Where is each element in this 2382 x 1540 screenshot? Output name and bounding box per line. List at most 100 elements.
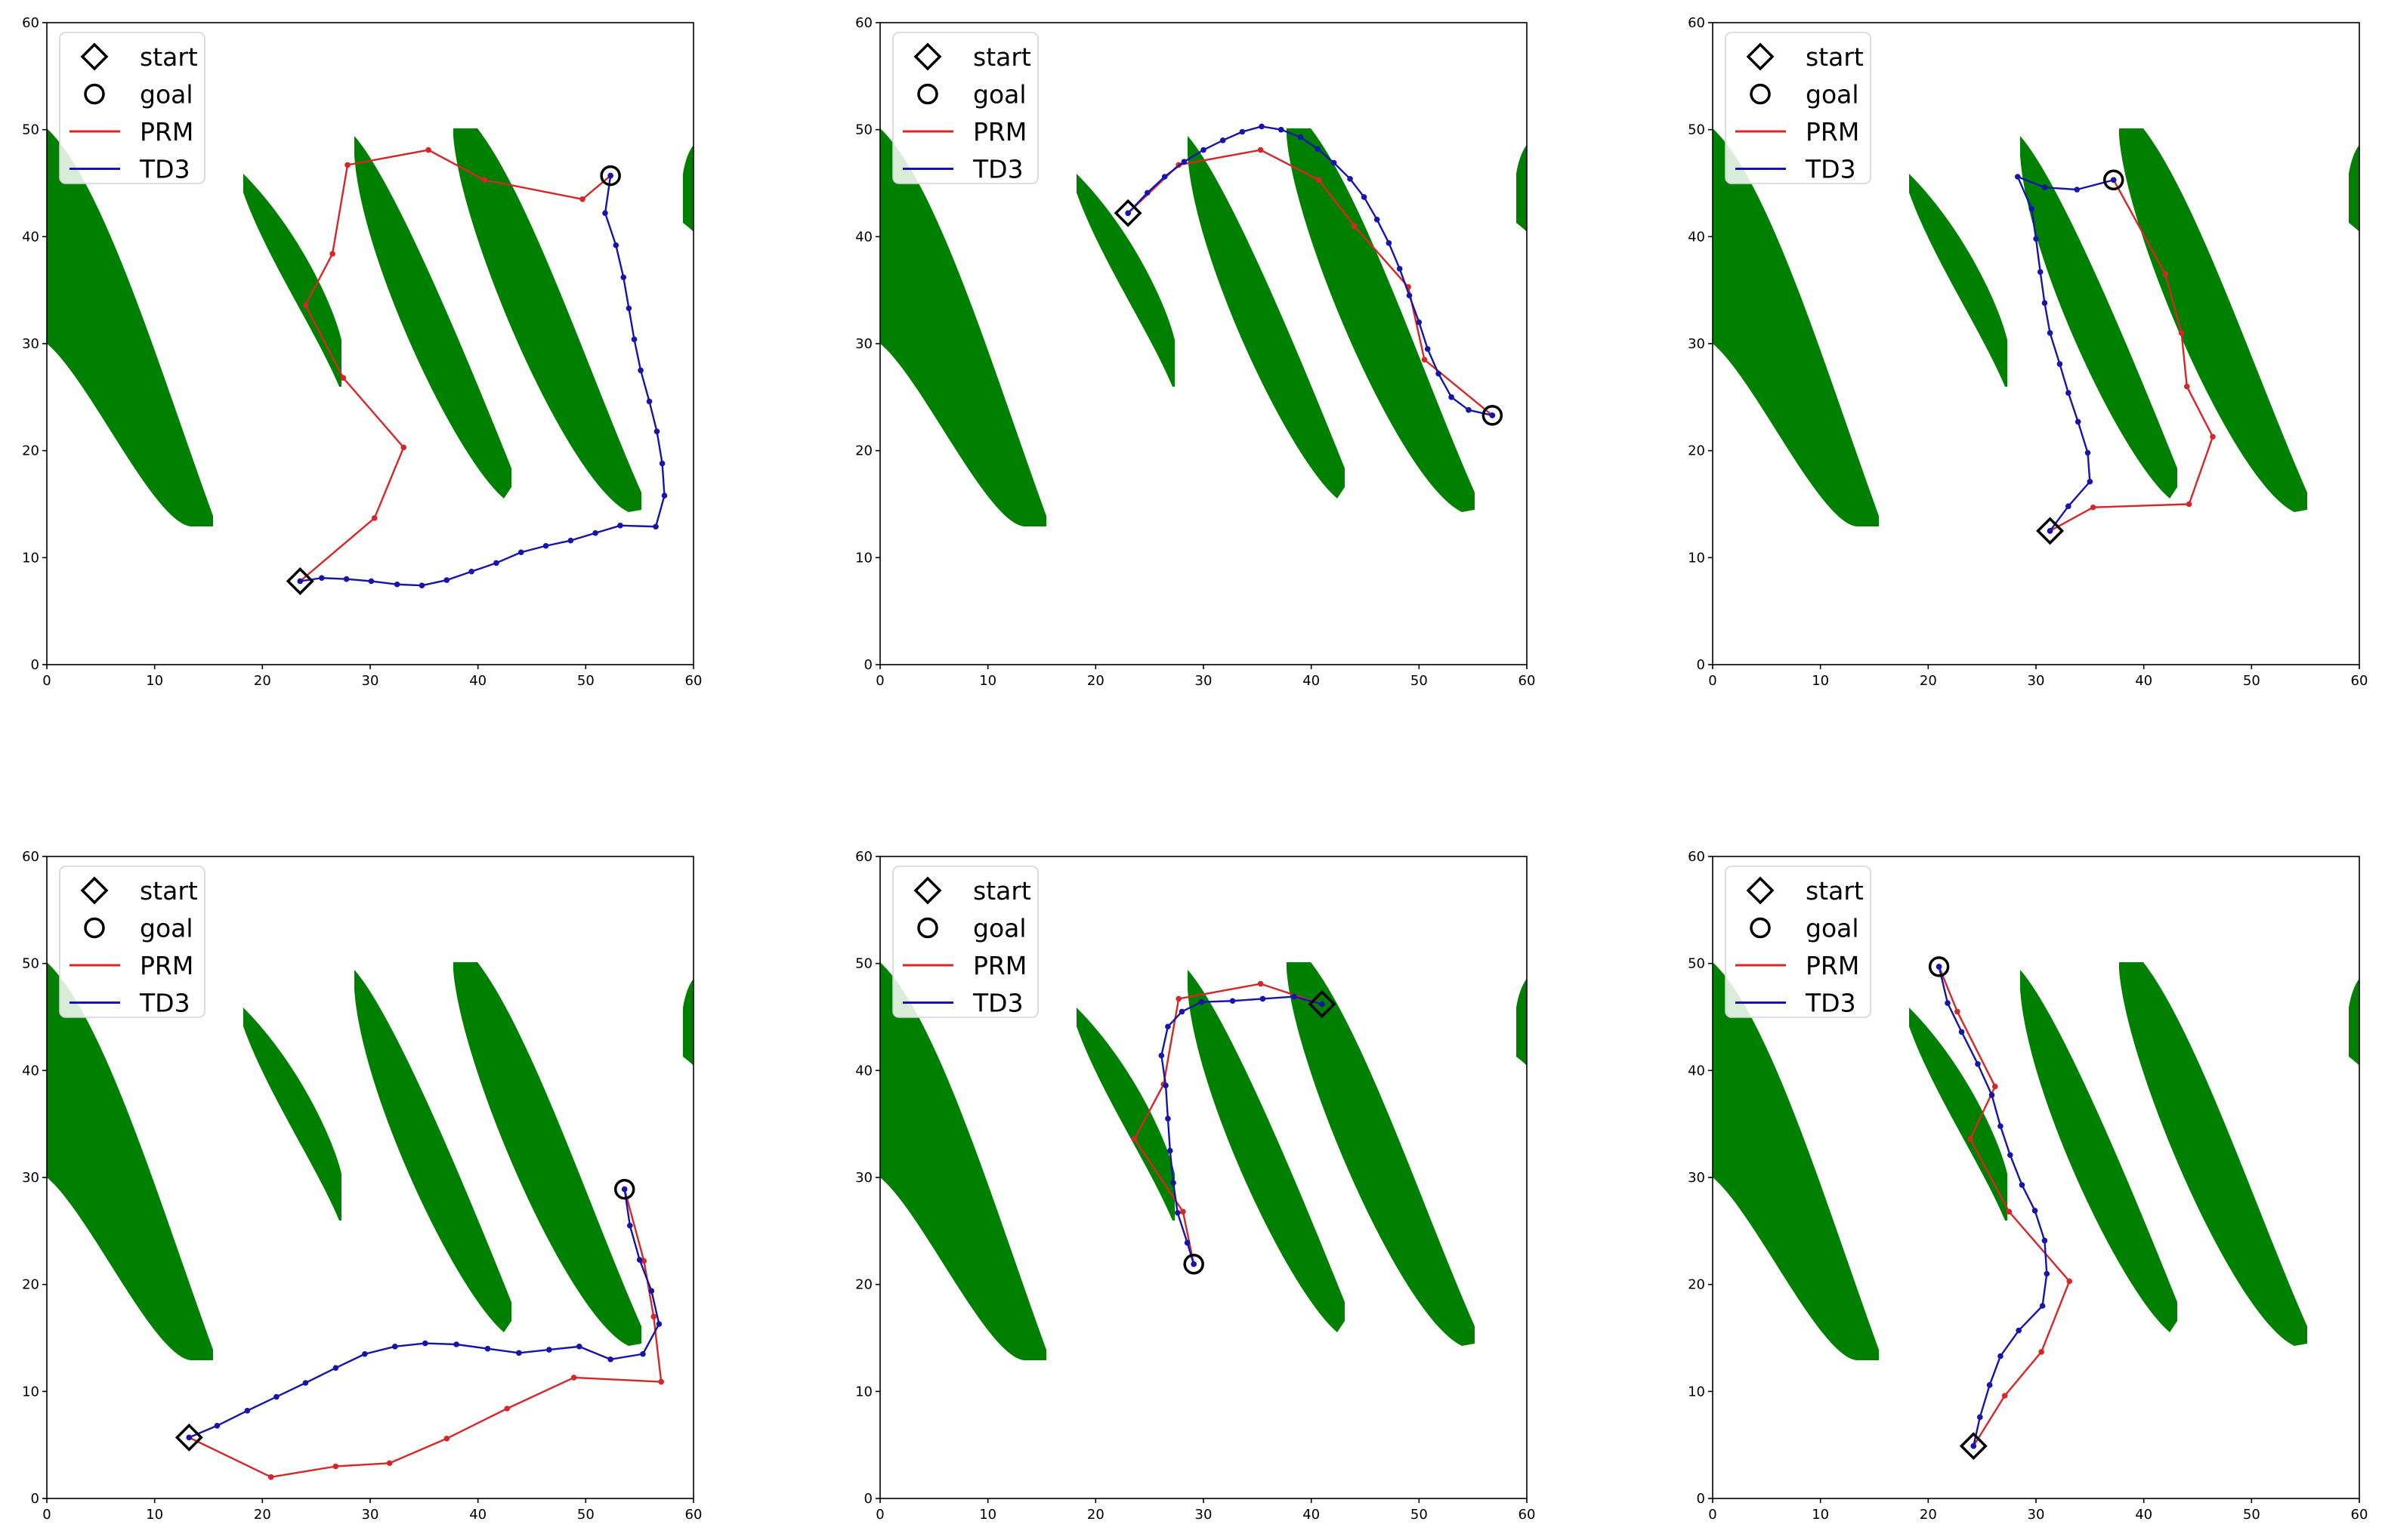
data-point: [1166, 1147, 1173, 1154]
y-tick-label: 40: [22, 1063, 39, 1079]
data-point: [653, 428, 660, 434]
x-tick-label: 30: [1195, 1507, 1213, 1523]
data-point: [302, 1380, 309, 1386]
data-point: [443, 1435, 450, 1442]
data-point: [2065, 390, 2072, 396]
x-tick-label: 0: [1708, 1507, 1716, 1523]
legend-label-prm: PRM: [973, 117, 1027, 147]
data-point: [443, 577, 450, 583]
goal-marker: [2102, 169, 2124, 190]
series-line-td3: [2016, 175, 2115, 532]
subplot-1: 0 10 20 30 40 50 60 0 10 20 30 40 50 60 start goal PRM TD…: [22, 15, 702, 689]
data-point: [368, 578, 375, 585]
obstacle-field: [880, 962, 1527, 1360]
x-tick-label: 50: [2243, 673, 2260, 689]
data-point: [1174, 1209, 1181, 1216]
legend-label-td3: TD3: [972, 155, 1024, 184]
data-point: [592, 529, 598, 536]
legend: start goal PRM TD3: [59, 32, 205, 184]
data-point: [2007, 1152, 2013, 1159]
data-point: [2038, 1349, 2044, 1355]
subplot-4: 0 10 20 30 40 50 60 0 10 20 30 40 50 60 start goal PRM TD…: [22, 849, 702, 1523]
data-point: [661, 492, 668, 498]
y-tick-label: 30: [22, 336, 39, 352]
y-tick-label: 60: [22, 849, 39, 865]
axes-frame: [879, 856, 1528, 1499]
data-point: [1170, 1180, 1176, 1186]
y-tick-label: 20: [1688, 1277, 1705, 1293]
data-point: [1416, 319, 1423, 326]
x-tick-label: 20: [1087, 1507, 1104, 1523]
data-point: [1991, 1083, 1998, 1090]
data-point: [332, 1365, 339, 1371]
y-tick-label: 40: [22, 229, 39, 245]
y-tick-label: 10: [22, 550, 39, 566]
x-tick-label: 10: [979, 1507, 996, 1523]
start-marker: [175, 1423, 203, 1452]
legend-start-icon: [913, 876, 942, 905]
obstacle-field: [47, 962, 694, 1360]
data-point: [2041, 300, 2048, 306]
data-point: [656, 1321, 663, 1327]
x-tick-label: 60: [2351, 1507, 2368, 1523]
x-tick-label: 30: [362, 673, 379, 689]
legend-label-goal: goal: [140, 914, 193, 943]
x-tick-label: 0: [1708, 673, 1716, 689]
data-point: [1330, 159, 1337, 166]
data-point: [627, 1222, 633, 1229]
data-point: [650, 1313, 657, 1319]
obstacles: [880, 962, 1527, 1360]
series-line-prm: [1127, 149, 1494, 416]
data-point: [1466, 407, 1472, 413]
data-point: [214, 1422, 221, 1429]
start-marker: [1114, 199, 1142, 227]
data-point: [1967, 1136, 1973, 1142]
data-point: [1131, 1136, 1138, 1142]
data-point: [2186, 501, 2192, 508]
obstacles: [880, 128, 1527, 526]
data-point: [2110, 177, 2117, 184]
legend-start-icon: [1746, 876, 1775, 905]
y-tick-label: 0: [31, 657, 39, 673]
data-point: [329, 251, 335, 257]
data-point: [2006, 1208, 2013, 1215]
legend-label-prm: PRM: [973, 951, 1027, 980]
data-point: [1945, 1000, 1951, 1006]
legend-goal-icon: [917, 83, 938, 105]
y-tick-label: 50: [22, 956, 39, 972]
data-point: [2084, 449, 2091, 456]
legend-goal-icon: [1750, 917, 1771, 939]
start-marker: [1308, 990, 1336, 1018]
x-tick-label: 40: [1302, 673, 1320, 689]
legend-box: [1725, 866, 1871, 1018]
goal-marker: [1183, 1254, 1204, 1275]
data-point: [2066, 1278, 2073, 1285]
data-point: [1158, 1052, 1165, 1059]
data-point: [1954, 1008, 1960, 1015]
data-point: [638, 367, 644, 374]
data-point: [640, 1350, 646, 1357]
data-point: [1406, 292, 1413, 299]
data-point: [1958, 1029, 1965, 1035]
y-tick-label: 50: [22, 122, 39, 138]
x-tick-label: 20: [254, 1507, 271, 1523]
legend-goal-icon: [1750, 83, 1771, 105]
obstacles: [47, 128, 694, 526]
data-point: [1257, 147, 1264, 153]
data-point: [1315, 146, 1321, 152]
x-tick-label: 40: [2135, 673, 2152, 689]
legend-label-start: start: [973, 42, 1031, 72]
y-tick-label: 40: [1688, 229, 1705, 245]
axes-frame: [46, 22, 694, 665]
y-tick-label: 30: [22, 1170, 39, 1186]
y-tick-label: 20: [22, 443, 39, 459]
data-point: [344, 162, 351, 168]
series-line-td3: [1127, 125, 1493, 417]
legend-box: [1725, 32, 1871, 184]
data-point: [1997, 1353, 2004, 1359]
data-point: [453, 1341, 459, 1347]
data-point: [2001, 1393, 2008, 1399]
data-point: [1986, 1382, 1993, 1388]
data-point: [371, 515, 378, 521]
x-tick-label: 50: [1410, 673, 1428, 689]
